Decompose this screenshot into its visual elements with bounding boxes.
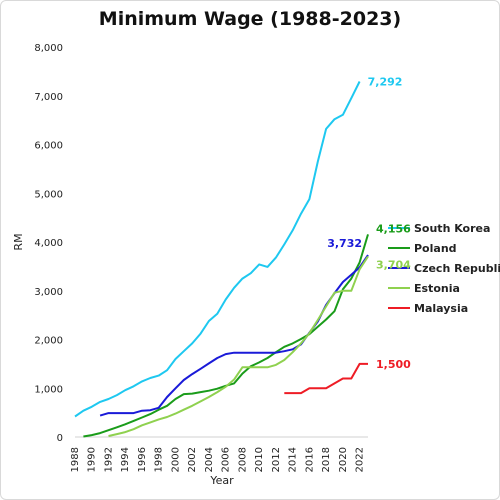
end-value-label: 7,292: [368, 76, 403, 89]
x-tick-label: 2014: [288, 447, 299, 472]
x-tick-label: 2004: [204, 447, 215, 472]
x-tick-label: 1990: [87, 447, 98, 472]
x-tick-label: 1988: [70, 447, 81, 472]
end-value-label: 3,704: [376, 258, 411, 271]
x-tick-label: 2020: [338, 447, 349, 472]
x-axis-title: Year: [209, 474, 234, 487]
series-layer: [74, 81, 369, 438]
legend-label: Czech Republic: [414, 262, 500, 275]
x-tick-label: 1994: [120, 447, 131, 472]
series-line-poland: [83, 234, 369, 438]
end-value-label: 3,732: [327, 237, 362, 250]
x-tick-label: 2012: [271, 447, 282, 472]
x-tick-label: 2008: [237, 447, 248, 472]
x-tick-label: 1998: [154, 447, 165, 472]
series-line-czech-republic: [99, 254, 369, 417]
series-line-malaysia: [284, 362, 368, 395]
legend-label: South Korea: [414, 222, 490, 235]
y-tick-label: 8,000: [34, 43, 63, 54]
x-tick-label: 2018: [321, 447, 332, 472]
x-tick-label: 2006: [221, 447, 232, 472]
end-value-label: 1,500: [376, 358, 411, 371]
y-tick-label: 1,000: [34, 384, 63, 395]
y-tick-label: 2,000: [34, 336, 63, 347]
legend-label: Malaysia: [414, 302, 468, 315]
x-tick-label: 2016: [304, 447, 315, 472]
x-tick-label: 2002: [187, 447, 198, 472]
y-tick-label: 5,000: [34, 189, 63, 200]
chart-title: Minimum Wage (1988-2023): [98, 8, 402, 30]
series-line-south-korea: [74, 81, 361, 418]
series-line-estonia: [108, 255, 369, 437]
axes: 0 1,000 2,000 3,000 4,000 5,000 6,000 7,000 8,00…: [34, 43, 368, 472]
legend-label: Poland: [414, 242, 457, 255]
x-tick-label: 1992: [103, 447, 114, 472]
y-tick-label: 7,000: [34, 92, 63, 103]
x-tick-label: 2000: [170, 447, 181, 472]
y-axis-title: RM: [12, 233, 25, 250]
legend: South Korea Poland Czech Republic Estonia Ma…: [388, 222, 500, 315]
y-tick-label: 0: [57, 433, 63, 444]
y-tick-label: 4,000: [34, 238, 63, 249]
x-tick-label: 1996: [137, 447, 148, 472]
end-value-label: 4,156: [376, 222, 411, 235]
x-tick-label: 2022: [355, 447, 366, 472]
y-tick-label: 6,000: [34, 141, 63, 152]
x-tick-label: 2010: [254, 447, 265, 472]
legend-label: Estonia: [414, 282, 460, 295]
end-labels: 7,292 4,156 3,732 3,704 1,500: [327, 76, 411, 371]
y-tick-label: 3,000: [34, 287, 63, 298]
